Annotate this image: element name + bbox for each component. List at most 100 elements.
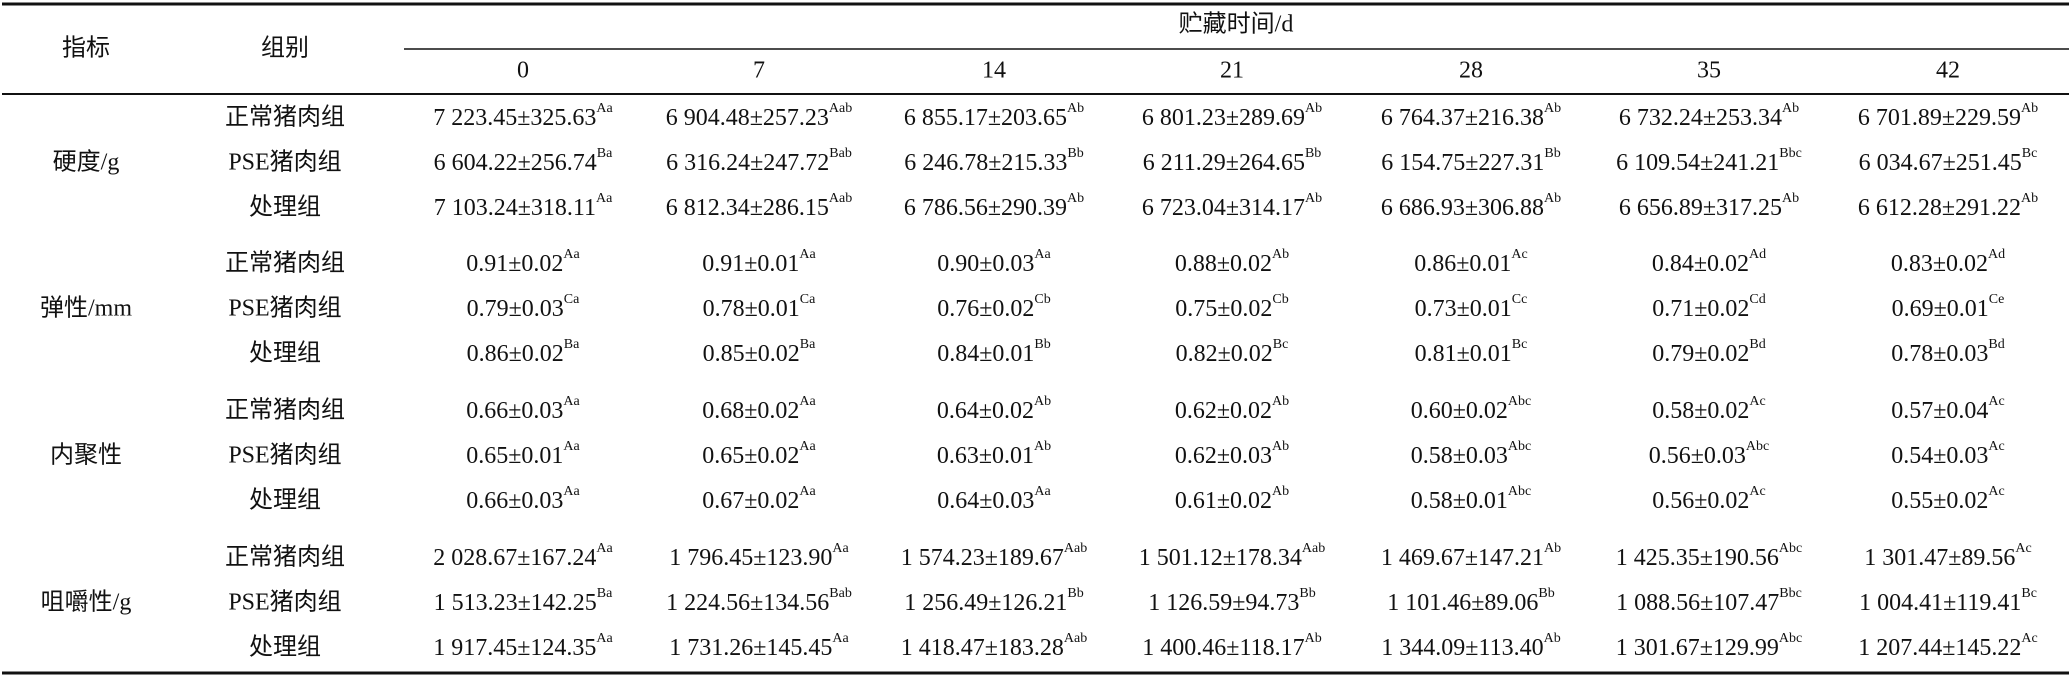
group-label: 正常猪肉组 <box>225 250 345 277</box>
cell: 6 604.22±256.74Ba <box>434 146 614 175</box>
group-label: PSE猪肉组 <box>228 295 341 322</box>
indicator-label: 弹性/mm <box>40 295 132 322</box>
cell-superscript: Aab <box>1064 631 1087 646</box>
cell-value: 1 126.59±94.73 <box>1148 590 1299 616</box>
cell: 6 801.23±289.69Ab <box>1142 101 1322 130</box>
cell-value: 0.54±0.03 <box>1891 443 1988 469</box>
cell: 0.86±0.01Ac <box>1414 247 1528 276</box>
cell-value: 0.76±0.02 <box>937 296 1034 322</box>
cell: 7 103.24±318.11Aa <box>434 191 613 220</box>
cell-value: 0.83±0.02 <box>1891 251 1988 277</box>
cell-superscript: Ab <box>1272 484 1289 499</box>
cell: 0.65±0.02Aa <box>702 439 816 468</box>
cell: 0.75±0.02Cb <box>1175 292 1289 321</box>
cell: 6 246.78±215.33Bb <box>904 146 1084 175</box>
cell-superscript: Bc <box>2022 146 2038 161</box>
indicator-label: 咀嚼性/g <box>41 589 132 616</box>
day-header: 0 <box>517 58 529 84</box>
cell-value: 1 501.12±178.34 <box>1139 545 1302 571</box>
cell-superscript: Ba <box>597 586 613 601</box>
cell-value: 0.86±0.02 <box>467 341 564 367</box>
cell-superscript: Aa <box>799 484 816 499</box>
cell-value: 0.78±0.03 <box>1891 341 1988 367</box>
cell: 0.91±0.02Aa <box>466 247 580 276</box>
cell: 6 764.37±216.38Ab <box>1381 101 1561 130</box>
cell-superscript: Aa <box>563 247 580 262</box>
indicator-header: 指标 <box>62 35 110 62</box>
cell-value: 0.66±0.03 <box>466 398 563 424</box>
cell-value: 0.69±0.01 <box>1892 296 1989 322</box>
cell: 1 301.47±89.56Ac <box>1864 541 2032 570</box>
cell-superscript: Bb <box>1067 586 1083 601</box>
cell-value: 0.58±0.03 <box>1411 443 1508 469</box>
cell-superscript: Ca <box>564 292 580 307</box>
cell-superscript: Cb <box>1272 292 1288 307</box>
cell: 0.66±0.03Aa <box>466 394 580 423</box>
cell-value: 1 796.45±123.90 <box>669 545 832 571</box>
cell-value: 7 103.24±318.11 <box>434 195 596 221</box>
cell: 0.61±0.02Ab <box>1175 484 1289 513</box>
cell-value: 0.91±0.01 <box>702 251 799 277</box>
cell-superscript: Ad <box>1988 247 2005 262</box>
cell: 0.78±0.01Ca <box>703 292 817 321</box>
cell-value: 0.57±0.04 <box>1891 398 1988 424</box>
cell-superscript: Abc <box>1508 439 1531 454</box>
cell: 0.58±0.01Abc <box>1411 484 1532 513</box>
cell-superscript: Aab <box>829 191 852 206</box>
cell: 0.67±0.02Aa <box>702 484 816 513</box>
cell: 1 469.67±147.21Ab <box>1381 541 1561 570</box>
cell-superscript: Ab <box>1782 101 1799 116</box>
group-label: PSE猪肉组 <box>228 589 341 616</box>
cell-superscript: Ab <box>1067 101 1084 116</box>
cell: 1 917.45±124.35Aa <box>433 631 613 660</box>
cell-superscript: Aa <box>799 394 816 409</box>
cell-value: 0.82±0.02 <box>1176 341 1273 367</box>
cell-superscript: Ab <box>1305 101 1322 116</box>
cell-value: 0.56±0.02 <box>1652 488 1749 514</box>
cell-superscript: Ac <box>2015 541 2031 556</box>
cell-value: 6 732.24±253.34 <box>1619 105 1782 131</box>
cell-superscript: Ab <box>1544 631 1561 646</box>
cell: 1 101.46±89.06Bb <box>1387 586 1555 615</box>
cell-superscript: Ab <box>1305 631 1322 646</box>
cell: 2 028.67±167.24Aa <box>433 541 613 570</box>
cell-value: 0.60±0.02 <box>1411 398 1508 424</box>
cell: 0.82±0.02Bc <box>1176 337 1289 366</box>
cell: 6 812.34±286.15Aab <box>666 191 853 220</box>
cell: 1 796.45±123.90Aa <box>669 541 849 570</box>
cell-value: 1 469.67±147.21 <box>1381 545 1544 571</box>
cell: 0.83±0.02Ad <box>1891 247 2005 276</box>
cell-value: 6 604.22±256.74 <box>434 150 597 176</box>
cell: 1 301.67±129.99Abc <box>1616 631 1803 660</box>
cell: 6 732.24±253.34Ab <box>1619 101 1799 130</box>
cell-superscript: Bbc <box>1779 586 1802 601</box>
cell-superscript: Ab <box>1544 101 1561 116</box>
cell-superscript: Aa <box>596 191 613 206</box>
cell-value: 6 764.37±216.38 <box>1381 105 1544 131</box>
cell-value: 0.79±0.02 <box>1652 341 1749 367</box>
cell-value: 0.64±0.03 <box>937 488 1034 514</box>
cell-value: 6 723.04±314.17 <box>1142 195 1305 221</box>
cell-value: 0.84±0.02 <box>1652 251 1749 277</box>
cell-superscript: Abc <box>1779 631 1802 646</box>
group-label: 处理组 <box>249 487 321 514</box>
cell: 0.54±0.03Ac <box>1891 439 2005 468</box>
cell-superscript: Abc <box>1508 484 1531 499</box>
cell-superscript: Ac <box>1988 439 2004 454</box>
cell-value: 1 301.47±89.56 <box>1864 545 2015 571</box>
cell-value: 6 812.34±286.15 <box>666 195 829 221</box>
cell-value: 1 224.56±134.56 <box>666 590 829 616</box>
cell-superscript: Ad <box>1749 247 1766 262</box>
cell: 1 574.23±189.67Aab <box>901 541 1088 570</box>
cell-superscript: Aa <box>563 394 580 409</box>
cell: 0.58±0.02Ac <box>1652 394 1766 423</box>
cell-value: 0.81±0.01 <box>1415 341 1512 367</box>
cell: 0.69±0.01Ce <box>1892 292 2005 321</box>
cell: 0.91±0.01Aa <box>702 247 816 276</box>
cell-value: 1 513.23±142.25 <box>434 590 597 616</box>
cell-value: 0.91±0.02 <box>466 251 563 277</box>
cell-value: 0.63±0.01 <box>937 443 1034 469</box>
group-header: 组别 <box>261 35 309 62</box>
group-label: 处理组 <box>249 634 321 661</box>
cell: 6 656.89±317.25Ab <box>1619 191 1799 220</box>
